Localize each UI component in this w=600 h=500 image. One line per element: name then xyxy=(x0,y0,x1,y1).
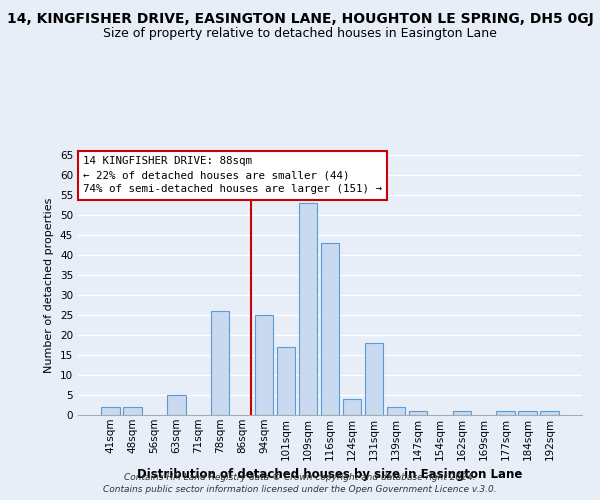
Bar xyxy=(409,411,427,415)
Bar xyxy=(386,407,405,415)
Bar xyxy=(123,407,142,415)
Bar xyxy=(255,315,274,415)
Bar xyxy=(211,311,229,415)
Text: 14, KINGFISHER DRIVE, EASINGTON LANE, HOUGHTON LE SPRING, DH5 0GJ: 14, KINGFISHER DRIVE, EASINGTON LANE, HO… xyxy=(7,12,593,26)
Bar xyxy=(167,395,185,415)
Bar xyxy=(496,411,515,415)
Text: 14 KINGFISHER DRIVE: 88sqm
← 22% of detached houses are smaller (44)
74% of semi: 14 KINGFISHER DRIVE: 88sqm ← 22% of deta… xyxy=(83,156,382,194)
Text: Size of property relative to detached houses in Easington Lane: Size of property relative to detached ho… xyxy=(103,28,497,40)
X-axis label: Distribution of detached houses by size in Easington Lane: Distribution of detached houses by size … xyxy=(137,468,523,481)
Text: Contains public sector information licensed under the Open Government Licence v.: Contains public sector information licen… xyxy=(103,486,497,494)
Bar xyxy=(518,411,537,415)
Bar xyxy=(299,203,317,415)
Bar xyxy=(365,343,383,415)
Bar xyxy=(277,347,295,415)
Text: Contains HM Land Registry data © Crown copyright and database right 2024.: Contains HM Land Registry data © Crown c… xyxy=(124,473,476,482)
Bar xyxy=(343,399,361,415)
Bar xyxy=(541,411,559,415)
Bar xyxy=(320,243,340,415)
Bar xyxy=(452,411,471,415)
Y-axis label: Number of detached properties: Number of detached properties xyxy=(44,198,55,372)
Bar xyxy=(101,407,119,415)
